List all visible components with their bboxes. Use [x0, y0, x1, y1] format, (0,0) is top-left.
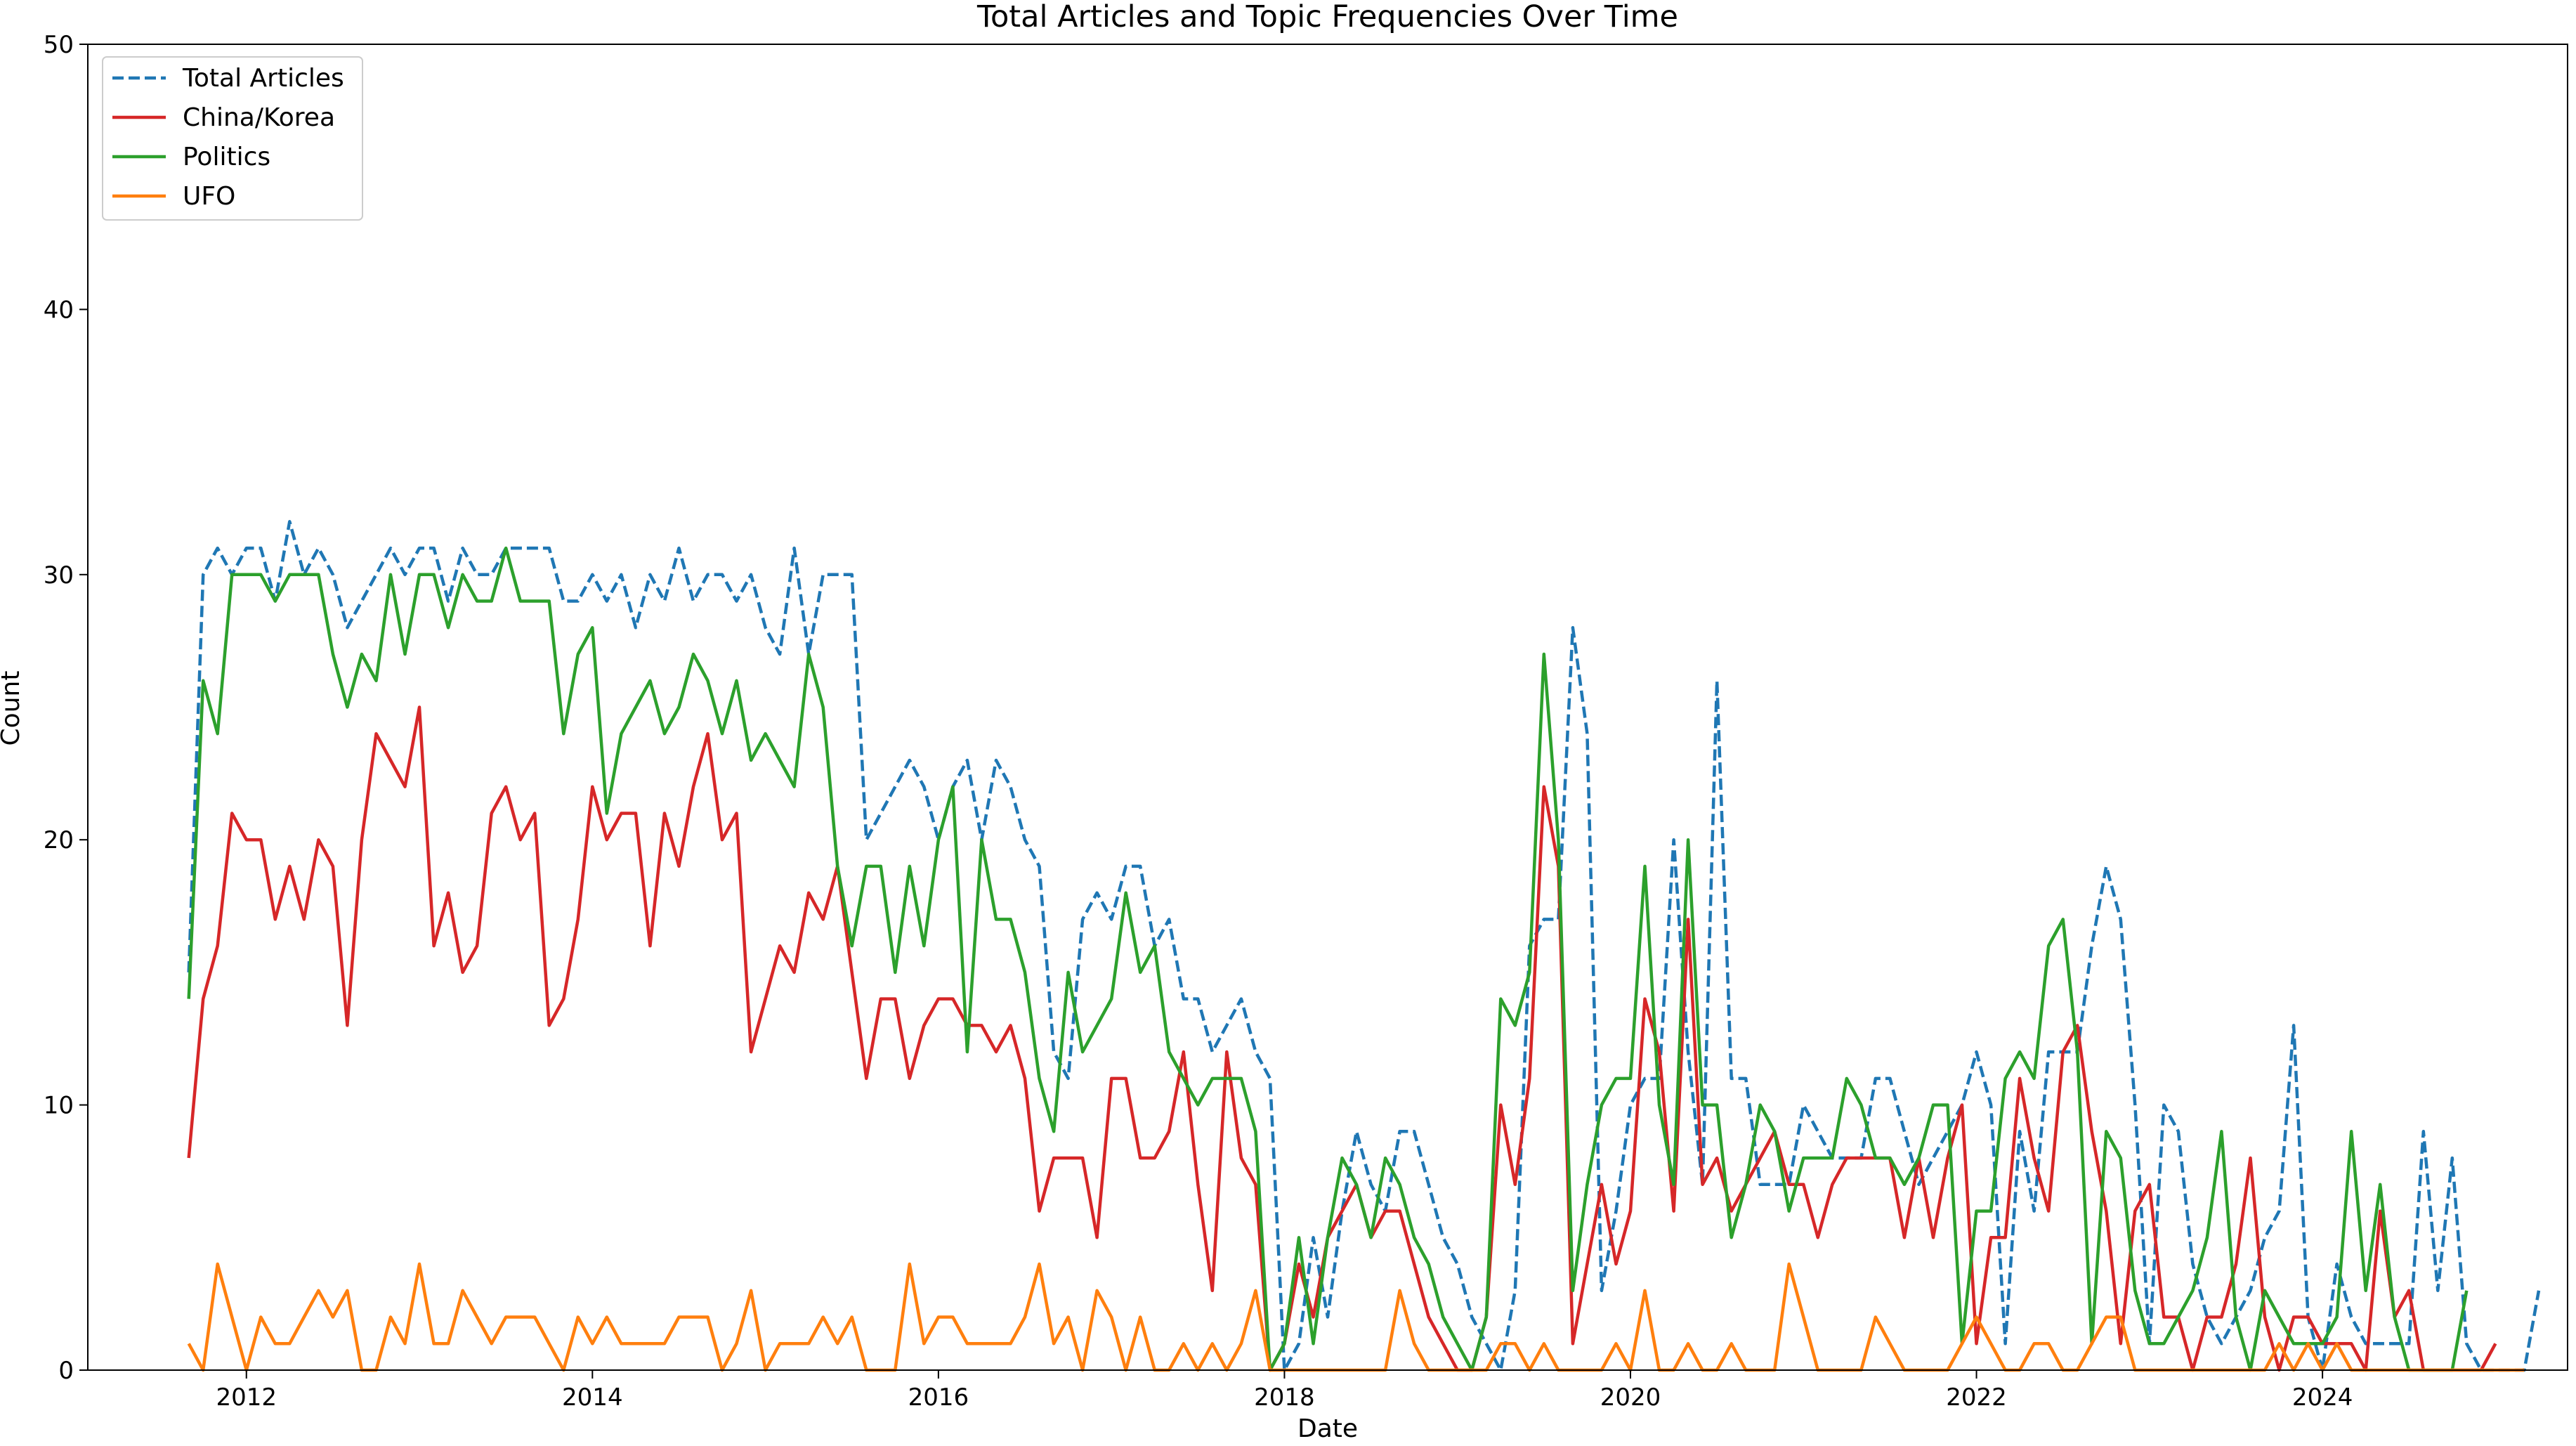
legend-label-total-articles: Total Articles: [182, 64, 344, 93]
legend: Total Articles China/Korea Politics UFO: [102, 56, 363, 221]
x-tick-label: 2022: [1946, 1383, 2007, 1412]
x-axis-label: Date: [1297, 1414, 1358, 1443]
y-tick-label: 50: [44, 31, 74, 59]
x-tick-label: 2016: [908, 1383, 969, 1412]
series-line-total-articles: [187, 520, 2541, 1372]
legend-label-china-korea: China/Korea: [183, 103, 335, 132]
legend-label-ufo: UFO: [183, 182, 235, 211]
series-line-china-korea: [187, 705, 2497, 1372]
y-axis-label: Count: [0, 671, 25, 746]
x-tick-label: 2018: [1254, 1383, 1315, 1412]
legend-box: [102, 56, 363, 221]
series-line-politics: [187, 546, 2469, 1372]
y-tick-label: 10: [44, 1092, 74, 1120]
x-tick-label: 2024: [2292, 1383, 2353, 1412]
y-tick-label: 0: [58, 1357, 74, 1385]
x-tick-label: 2020: [1600, 1383, 1661, 1412]
axes-layer: 0 10 20 30 40 50 2012 2014 2016 2018 2020 2022 2024: [44, 31, 2568, 1412]
legend-label-politics: Politics: [183, 143, 270, 171]
y-tick-label: 20: [44, 826, 74, 854]
plot-frame: [87, 44, 2568, 1371]
chart-title: Total Articles and Topic Frequencies Ove…: [976, 0, 1678, 34]
y-tick-label: 30: [44, 561, 74, 590]
y-tick-label: 40: [44, 296, 74, 324]
x-tick-label: 2012: [216, 1383, 277, 1412]
x-tick-label: 2014: [562, 1383, 623, 1412]
